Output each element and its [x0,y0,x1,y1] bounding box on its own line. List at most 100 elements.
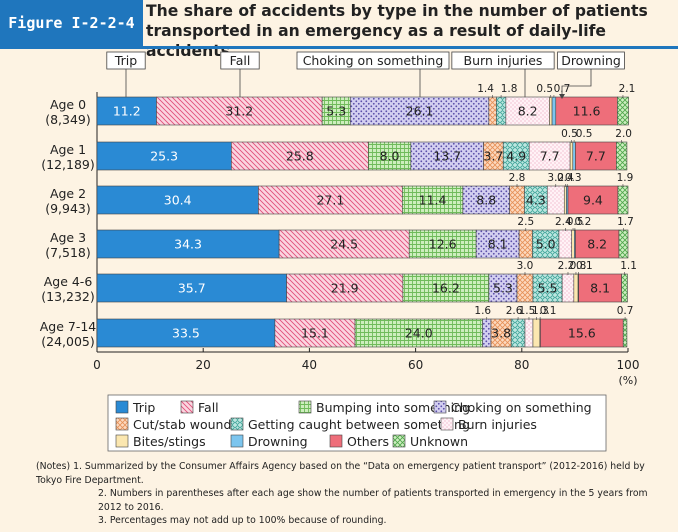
legend-label: Getting caught between something [248,417,470,432]
bar-bites-stings [569,141,574,171]
bar-unknown [617,185,629,215]
data-label: 16.2 [432,281,460,296]
category-label: Age 1 [50,142,86,157]
category-label: Age 4-6 [44,274,93,289]
legend-swatch [329,434,343,448]
data-label: 13.7 [433,149,461,164]
bar-bites-stings [571,229,575,259]
bar-getting-caught-between-something [502,141,530,171]
data-label: 8.0 [380,149,400,164]
note-2-text: 2. Numbers in parentheses after each age… [98,488,648,513]
data-label: 8.2 [518,104,538,119]
bar-fall [258,185,403,215]
x-unit-label: (%) [618,374,637,387]
data-label-small: 0.8 [570,260,587,272]
bar-bumping-into-something [408,229,477,259]
data-label: 8.1 [590,281,610,296]
bar-getting-caught-between-something [532,229,560,259]
chart-title: The share of accidents by type in the nu… [146,2,648,60]
data-label: 8.8 [476,193,496,208]
data-label: 5.5 [538,281,558,296]
bar-others [578,273,622,303]
note-3: 3. Percentages may not add up to 100% be… [36,514,666,528]
data-label: 8.1 [488,237,508,252]
bar-cut-stab-wounds [518,229,533,259]
bar-others [567,185,619,215]
category-count: (13,232) [41,289,95,304]
callout-label: Fall [230,53,251,68]
bar-bites-stings [573,273,579,303]
data-label-small: 0.7 [617,305,634,317]
bar-choking-on-something [482,318,492,348]
x-tick-label: 80 [514,358,529,372]
bar-cut-stab-wounds [509,185,525,215]
data-label-small: 1.8 [501,83,518,95]
bar-burn-injuries [505,96,550,126]
figure-label: Figure I-2-2-4 [0,0,143,46]
data-label: 5.3 [493,281,513,296]
legend-swatch [115,434,129,448]
bar-unknown [622,318,628,348]
legend-swatch [180,400,194,414]
callout-label: Choking on something [303,53,444,68]
note-1: (Notes) 1. Summarized by the Consumer Af… [36,460,666,487]
bar-trip [96,229,280,259]
data-label: 4.9 [506,149,526,164]
legend-label: Bites/stings [133,434,206,449]
note-3-text: 3. Percentages may not add up to 100% be… [98,515,387,526]
data-label: 11.4 [419,193,447,208]
bar-bites-stings [532,318,541,348]
bar-drowning [572,141,576,171]
bar-cut-stab-wounds [516,273,534,303]
data-label-small: 0.5 [536,83,553,95]
bar-trip [96,318,276,348]
data-label-small: 2.6 [506,305,523,317]
legend-swatch [115,400,129,414]
data-label: 30.4 [164,193,192,208]
title-rule [0,46,678,49]
data-label: 5.3 [326,104,346,119]
bar-others [575,229,620,259]
bar-choking-on-something [349,96,490,126]
category-count: (7,518) [45,245,91,260]
bar-bumping-into-something [368,141,412,171]
callout-label: Drowning [561,53,621,68]
data-label: 11.6 [573,104,601,119]
x-tick-label: 40 [302,358,317,372]
category-count: (8,349) [45,112,91,127]
callout-label: Burn injuries [464,53,543,68]
bar-burn-injuries [524,318,534,348]
data-label-small: 2.1 [619,83,636,95]
data-label-small: 0.5 [561,128,578,140]
bar-unknown [621,273,628,303]
bar-bumping-into-something [402,273,490,303]
bar-unknown [618,229,629,259]
callout-box [451,51,555,70]
header: Figure I-2-2-4 The share of accidents by… [0,0,678,60]
callout-box [296,51,450,70]
data-label-small: 0.5 [567,216,584,228]
legend-swatch [433,400,447,414]
legend-label: Others [347,434,389,449]
bar-getting-caught-between-something [510,318,526,348]
callout-leader [561,69,592,97]
data-label: 12.6 [429,237,457,252]
legend-label: Cut/stab wounds [133,417,238,432]
x-tick-label: 60 [408,358,423,372]
data-label-small: 0.1 [540,305,557,317]
data-label: 31.2 [225,104,253,119]
legend-label: Burn injuries [458,417,537,432]
category-label: Age 7-14 [40,319,97,334]
bar-choking-on-something [488,273,518,303]
data-label-small: 1.9 [617,172,634,184]
note-1-text: 1. Summarized by the Consumer Affairs Ag… [36,461,645,486]
data-label-small: 3.2 [547,172,564,184]
data-label: 9.4 [583,193,603,208]
bar-cut-stab-wounds [488,96,497,126]
data-label-small: 0.4 [557,172,574,184]
legend-swatch [230,417,244,431]
bar-unknown [617,96,629,126]
bar-bites-stings [549,96,553,126]
category-count: (9,943) [45,201,91,216]
data-label-small: 1.6 [474,305,491,317]
